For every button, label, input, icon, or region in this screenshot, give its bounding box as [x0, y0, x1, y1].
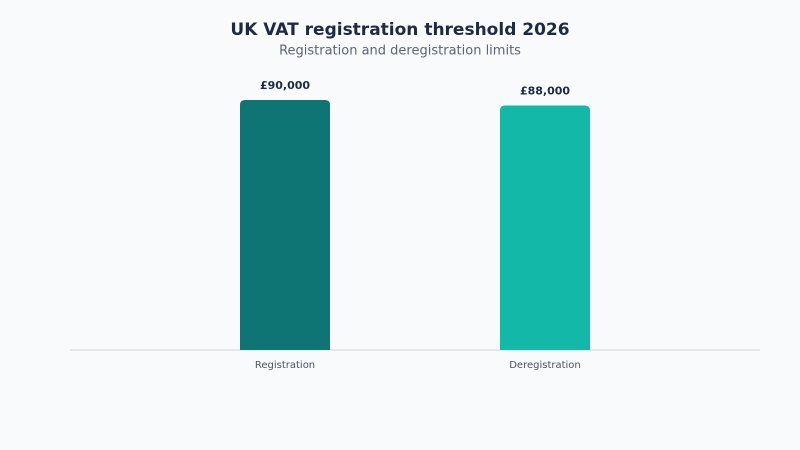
x-tick-label: Registration	[255, 360, 315, 371]
chart-title: UK VAT registration threshold 2026	[230, 20, 569, 40]
bar	[500, 105, 590, 350]
chart-subtitle: Registration and deregistration limits	[279, 44, 521, 59]
value-label: £90,000	[260, 79, 310, 92]
bar	[240, 99, 330, 350]
value-label: £88,000	[520, 85, 570, 98]
x-tick-label: Deregistration	[509, 360, 581, 371]
